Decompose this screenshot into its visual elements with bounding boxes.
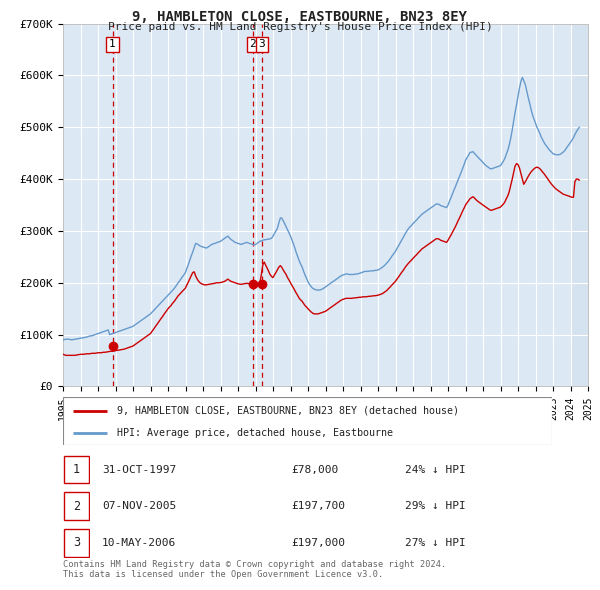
Text: 10-MAY-2006: 10-MAY-2006	[102, 538, 176, 548]
Text: 29% ↓ HPI: 29% ↓ HPI	[405, 502, 466, 511]
Text: £197,000: £197,000	[291, 538, 345, 548]
Text: 27% ↓ HPI: 27% ↓ HPI	[405, 538, 466, 548]
Text: 3: 3	[73, 536, 80, 549]
Text: 31-OCT-1997: 31-OCT-1997	[102, 465, 176, 474]
Text: Contains HM Land Registry data © Crown copyright and database right 2024.
This d: Contains HM Land Registry data © Crown c…	[63, 560, 446, 579]
Text: 24% ↓ HPI: 24% ↓ HPI	[405, 465, 466, 474]
Text: 2: 2	[73, 500, 80, 513]
Text: Price paid vs. HM Land Registry's House Price Index (HPI): Price paid vs. HM Land Registry's House …	[107, 22, 493, 32]
Text: £197,700: £197,700	[291, 502, 345, 511]
Text: 3: 3	[259, 40, 265, 50]
Bar	[571, 24, 588, 386]
Text: £78,000: £78,000	[291, 465, 338, 474]
Text: 1: 1	[109, 40, 116, 50]
Text: 9, HAMBLETON CLOSE, EASTBOURNE, BN23 8EY (detached house): 9, HAMBLETON CLOSE, EASTBOURNE, BN23 8EY…	[117, 405, 459, 415]
Text: 2: 2	[250, 40, 256, 50]
Text: HPI: Average price, detached house, Eastbourne: HPI: Average price, detached house, East…	[117, 428, 393, 438]
Text: 9, HAMBLETON CLOSE, EASTBOURNE, BN23 8EY: 9, HAMBLETON CLOSE, EASTBOURNE, BN23 8EY	[133, 10, 467, 24]
Text: 1: 1	[73, 463, 80, 476]
Text: 07-NOV-2005: 07-NOV-2005	[102, 502, 176, 511]
